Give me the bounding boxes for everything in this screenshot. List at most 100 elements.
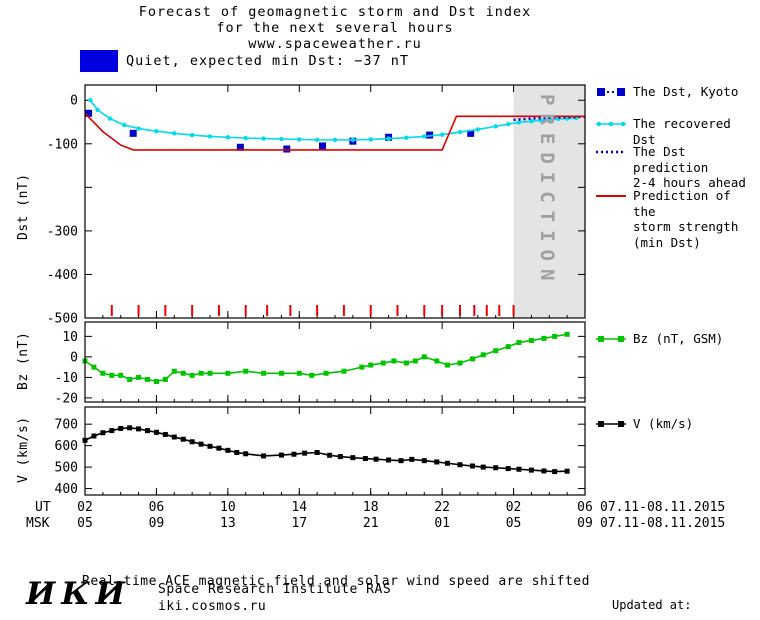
bz-nt-gsm-marker — [445, 362, 450, 368]
the-recovered-dst-line — [89, 99, 577, 141]
bz-nt-gsm-marker — [359, 364, 365, 370]
v-km-s-marker — [118, 425, 124, 431]
legend-dst-prediction-label-1: The Dst prediction — [633, 144, 709, 175]
legend-recovered-dst-label: The recovered Dst — [633, 116, 731, 147]
bz-nt-gsm-marker — [136, 374, 142, 380]
updated-block: Updated at: UT 02:04, 08.11.2015 MSK 05:… — [598, 568, 750, 620]
v-km-s-marker — [350, 455, 356, 461]
the-recovered-dst-dot — [332, 137, 338, 143]
legend-recovered-dst: The recovered Dst — [595, 116, 760, 147]
bz-nt-gsm-marker — [145, 376, 150, 382]
legend-storm-strength-label-2: storm strength — [633, 219, 739, 234]
v-km-s-marker — [373, 456, 379, 462]
the-recovered-dst-dot — [172, 131, 177, 136]
v-km-s-marker — [552, 469, 558, 475]
bz-nt-gsm-marker — [528, 337, 534, 343]
bz-marker-icon — [596, 336, 626, 342]
prediction-band-label: PREDICTION — [536, 94, 558, 289]
the-recovered-dst-dot — [279, 136, 284, 142]
v-km-s-marker — [434, 459, 440, 465]
v-km-s-marker — [171, 434, 177, 440]
v-km-s-marker — [516, 466, 522, 472]
bz-nt-gsm-marker — [180, 370, 186, 376]
bz-nt-gsm-marker — [162, 376, 168, 382]
v-km-s-marker — [528, 467, 534, 473]
the-recovered-dst-dot — [225, 135, 231, 140]
status-text: Quiet, expected min Dst: −37 nT — [126, 53, 409, 69]
y-tick-label: 600 — [55, 439, 78, 454]
bz-nt-gsm-marker — [189, 372, 195, 378]
v-km-s-marker — [302, 450, 308, 456]
y-tick-label: 0 — [70, 94, 78, 109]
v-km-s-marker — [445, 460, 450, 466]
bz-nt-gsm-marker — [100, 370, 106, 376]
the-recovered-dst-dot — [261, 136, 266, 141]
bz-nt-gsm-marker — [457, 360, 463, 366]
bz-nt-gsm-marker — [109, 372, 115, 378]
v-km-s-marker — [216, 445, 222, 451]
recovered-dst-marker-icon — [596, 121, 626, 127]
v-km-s-marker — [505, 466, 511, 472]
legend-storm-strength: Prediction of the storm strength (min Ds… — [595, 188, 760, 250]
dst-prediction-marker-icon — [596, 150, 626, 154]
ut-tick-label: 02 — [505, 500, 522, 515]
the-recovered-dst-dot — [297, 137, 302, 142]
the-recovered-dst-dot — [439, 132, 445, 137]
msk-tick-label: 01 — [434, 516, 450, 531]
v-km-s-marker — [234, 450, 240, 456]
y-tick-label: 400 — [55, 482, 78, 497]
bz-nt-gsm-marker — [198, 370, 204, 376]
v-km-s-marker — [541, 468, 547, 474]
bz-nt-gsm-marker — [391, 358, 397, 364]
bz-nt-gsm-marker — [243, 368, 249, 374]
v-km-s-marker — [100, 430, 106, 436]
the-recovered-dst-dot — [506, 121, 511, 127]
bz-nt-gsm-marker — [278, 370, 284, 376]
the-recovered-dst-dot — [422, 134, 427, 139]
the-recovered-dst-dot — [386, 136, 391, 141]
bz-nt-gsm-marker — [403, 360, 409, 366]
the-recovered-dst-dot — [207, 134, 213, 139]
the-recovered-dst-dot — [136, 126, 141, 131]
institute-name: Space Research Institute RAS — [158, 582, 392, 597]
ut-tick-label: 14 — [291, 500, 308, 515]
bz-nt-gsm-marker — [516, 340, 522, 346]
the-recovered-dst-dot — [122, 122, 127, 128]
bz-nt-gsm-marker — [207, 370, 213, 376]
msk-date-label: 07.11-08.11.2015 — [600, 516, 726, 531]
v-km-s-marker — [291, 451, 297, 457]
the-recovered-dst-dot — [88, 98, 93, 103]
the-recovered-dst-dot — [457, 129, 463, 135]
y-tick-label: -10 — [55, 371, 78, 386]
v-km-s-marker — [180, 436, 186, 442]
y-tick-label: 700 — [55, 418, 78, 433]
y-tick-label: 500 — [55, 461, 78, 476]
ut-tick-label: 06 — [148, 500, 165, 515]
v-km-s-marker — [362, 456, 368, 462]
title-line1: Forecast of geomagnetic storm and Dst in… — [138, 4, 532, 20]
msk-row-label: MSK — [26, 516, 50, 531]
ut-tick-label: 02 — [77, 500, 93, 515]
v-axis-label: V (km/s) — [16, 416, 31, 483]
the-recovered-dst-dot — [475, 127, 481, 132]
legend-storm-strength-label-1: Prediction of the — [633, 188, 731, 219]
panel-frame — [84, 84, 586, 319]
the-recovered-dst-dot — [404, 135, 409, 140]
v-km-s-marker — [337, 454, 343, 460]
v-km-s-marker — [207, 443, 213, 449]
the-dst-kyoto-marker — [85, 109, 93, 117]
the-recovered-dst-dot — [314, 137, 320, 143]
v-km-s-marker — [278, 452, 284, 458]
v-km-s-marker — [127, 425, 133, 431]
v-km-s-marker — [153, 429, 159, 435]
v-km-s-marker — [109, 428, 115, 434]
the-recovered-dst-dot — [154, 128, 159, 134]
the-recovered-dst-dot — [529, 118, 534, 124]
msk-tick-label: 13 — [220, 516, 236, 531]
the-recovered-dst-dot — [516, 120, 522, 125]
bz-nt-gsm-marker — [153, 378, 159, 384]
the-dst-kyoto-marker — [319, 142, 326, 150]
v-km-s-marker — [136, 426, 142, 432]
msk-tick-label: 17 — [291, 516, 308, 531]
